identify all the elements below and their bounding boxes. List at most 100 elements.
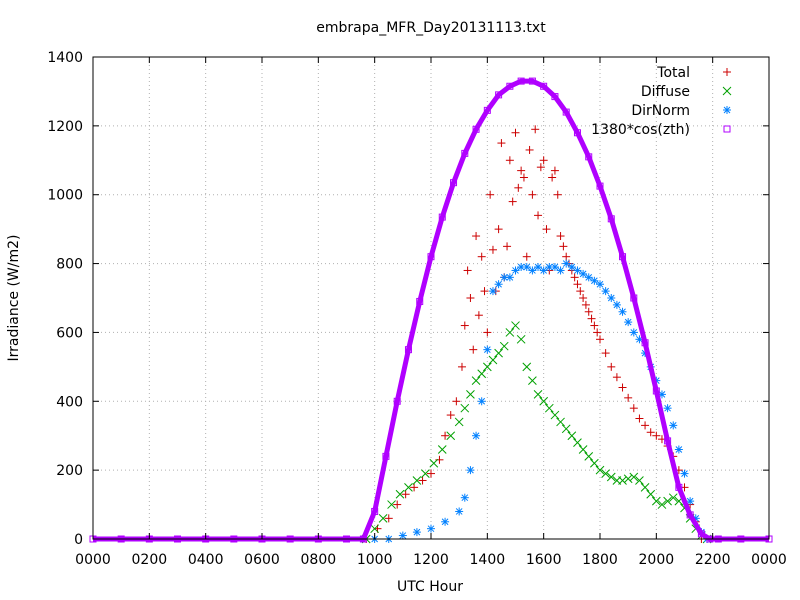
data-point [601, 469, 610, 478]
data-point [450, 179, 458, 187]
data-point [606, 472, 616, 482]
data-point [494, 280, 503, 289]
data-point [536, 163, 545, 172]
y-tick-label: 1000 [47, 188, 83, 204]
x-tick-label: 2200 [695, 552, 731, 568]
data-point [460, 403, 470, 413]
data-point [635, 476, 644, 485]
legend-marker [723, 106, 731, 114]
data-point [556, 417, 565, 427]
data-point [590, 458, 599, 468]
data-point [395, 489, 405, 499]
data-point [517, 77, 525, 85]
data-point [522, 362, 532, 372]
data-point [505, 156, 514, 165]
data-point [503, 242, 512, 251]
data-point [421, 469, 430, 478]
data-point [477, 397, 486, 406]
data-point [522, 263, 531, 272]
data-point [528, 376, 537, 385]
data-point [567, 263, 576, 272]
data-point [412, 476, 422, 485]
data-point [517, 166, 526, 175]
data-point [497, 139, 506, 148]
data-point [539, 266, 548, 275]
data-point [545, 263, 554, 272]
x-tick-label: 1000 [357, 552, 393, 568]
data-point [438, 213, 446, 221]
data-point [398, 531, 407, 540]
data-point [629, 404, 638, 413]
data-point [562, 259, 571, 268]
data-point [486, 190, 495, 199]
data-point [404, 346, 412, 354]
legend-marker [723, 68, 731, 76]
data-point [534, 211, 543, 220]
data-point [483, 106, 491, 114]
data-point [483, 345, 492, 354]
data-point [528, 190, 537, 199]
data-point [567, 431, 577, 441]
data-point [556, 232, 565, 241]
data-point [533, 390, 543, 399]
data-point [635, 414, 644, 423]
x-tick-label: 0400 [188, 552, 224, 568]
data-point [466, 390, 475, 399]
data-point [528, 77, 536, 85]
data-point [579, 269, 588, 278]
data-point [584, 307, 593, 316]
data-point [585, 153, 593, 161]
data-point [477, 252, 486, 261]
x-tick-label: 2000 [639, 552, 675, 568]
data-point [607, 294, 616, 302]
data-point [584, 452, 594, 461]
data-point [651, 496, 661, 506]
data-point [441, 431, 450, 440]
data-point [469, 345, 478, 354]
data-point [495, 91, 503, 99]
data-point [382, 452, 390, 460]
data-point [404, 483, 413, 492]
data-point [686, 497, 695, 506]
data-point [607, 362, 616, 371]
data-point [455, 507, 464, 516]
data-point [641, 339, 649, 347]
data-point [595, 465, 605, 475]
data-point [472, 125, 480, 133]
data-point [416, 297, 424, 305]
data-point [472, 431, 481, 440]
data-point [542, 225, 551, 234]
data-point [514, 183, 523, 192]
data-point [596, 280, 604, 289]
legend-marker [722, 86, 732, 96]
data-point [418, 476, 427, 485]
data-point [454, 417, 464, 427]
data-point [663, 404, 672, 413]
data-point [393, 500, 402, 509]
data-point [573, 438, 582, 447]
data-point [460, 321, 469, 330]
data-point [596, 335, 604, 344]
data-point [474, 311, 483, 320]
data-point [540, 82, 548, 90]
data-point [561, 424, 571, 434]
x-tick-label: 0600 [244, 552, 280, 568]
legend-marker [723, 125, 731, 133]
data-point [652, 431, 661, 440]
data-point [675, 483, 683, 491]
data-point [550, 166, 559, 175]
data-point [612, 373, 621, 382]
data-point [494, 348, 503, 358]
data-point [480, 287, 489, 296]
data-point [427, 469, 435, 478]
data-point [590, 276, 599, 285]
data-point [378, 513, 388, 523]
data-point [412, 528, 421, 537]
data-point [370, 524, 380, 534]
data-point [427, 253, 435, 261]
y-tick-label: 1200 [47, 119, 83, 135]
data-point [646, 489, 656, 499]
data-point [401, 490, 410, 499]
data-point [686, 511, 694, 519]
data-point [629, 328, 638, 337]
